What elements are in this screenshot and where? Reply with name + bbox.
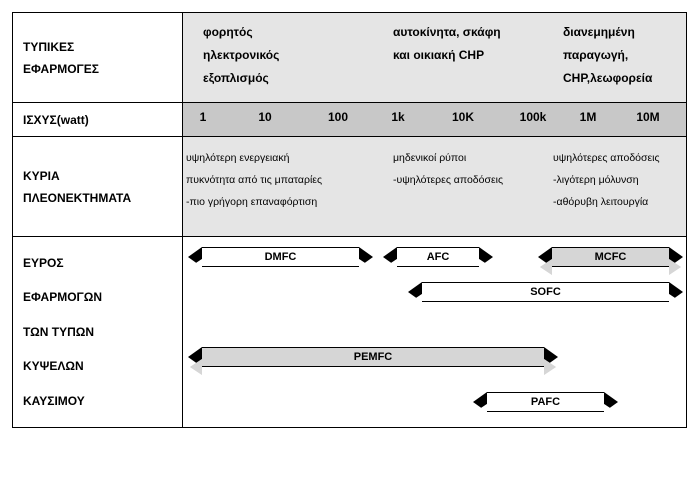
label-text: ΤΩΝ ΤΥΠΩΝ [23, 319, 172, 345]
application-column: φορητόςηλεκτρονικόςεξοπλισμός [203, 21, 279, 89]
label-ranges: ΕΥΡΟΣ ΕΦΑΡΜΟΓΩΝ ΤΩΝ ΤΥΠΩΝ ΚΥΨΕΛΩΝ ΚΑΥΣΙΜ… [13, 237, 183, 427]
applications-content: φορητόςηλεκτρονικόςεξοπλισμός αυτοκίνητα,… [183, 13, 686, 102]
label-power: ΙΣΧΥΣ(watt) [13, 103, 183, 136]
range-bar-label: PEMFC [202, 347, 544, 367]
arrow-left-icon [408, 282, 422, 302]
row-applications: ΤΥΠΙΚΕΣ ΕΦΑΡΜΟΓΕΣ φορητόςηλεκτρονικόςεξο… [13, 13, 686, 103]
label-text: ΕΦΑΡΜΟΓΕΣ [23, 62, 172, 76]
label-applications: ΤΥΠΙΚΕΣ ΕΦΑΡΜΟΓΕΣ [13, 13, 183, 102]
range-bar-pemfc: PEMFC [188, 347, 558, 367]
application-text: CHP,λεωφορεία [563, 67, 652, 90]
application-column: αυτοκίνητα, σκάφηκαι οικιακή CHP [393, 21, 501, 67]
arrow-right-icon [479, 247, 493, 267]
fuel-cell-comparison-table: ΤΥΠΙΚΕΣ ΕΦΑΡΜΟΓΕΣ φορητόςηλεκτρονικόςεξο… [12, 12, 687, 428]
advantage-text: υψηλότερες αποδόσεις [553, 147, 660, 169]
arrow-left-icon [473, 392, 487, 412]
ranges-content: DMFC AFC MCFC SOFC PEMFC PAFC [183, 237, 686, 427]
label-text: ΚΥΡΙΑ [23, 169, 172, 183]
range-bar-label: DMFC [202, 247, 359, 267]
advantage-column: μηδενικοί ρύποι-υψηλότερες αποδόσεις [393, 147, 503, 191]
range-bar-label: AFC [397, 247, 479, 267]
application-text: ηλεκτρονικός [203, 44, 279, 67]
label-text: ΠΛΕΟΝΕΚΤΗΜΑΤΑ [23, 191, 172, 205]
label-text: ΤΥΠΙΚΕΣ [23, 40, 172, 54]
range-bar-afc: AFC [383, 247, 493, 267]
advantage-text: -λιγότερη μόλυνση [553, 169, 660, 191]
label-text: ΚΑΥΣΙΜΟΥ [23, 388, 172, 414]
advantage-text: -υψηλότερες αποδόσεις [393, 169, 503, 191]
application-text: εξοπλισμός [203, 67, 279, 90]
row-ranges: ΕΥΡΟΣ ΕΦΑΡΜΟΓΩΝ ΤΩΝ ΤΥΠΩΝ ΚΥΨΕΛΩΝ ΚΑΥΣΙΜ… [13, 237, 686, 427]
arrow-right-icon [544, 347, 558, 367]
power-tick: 100k [520, 110, 547, 124]
label-text: ΚΥΨΕΛΩΝ [23, 353, 172, 379]
advantage-text: μηδενικοί ρύποι [393, 147, 503, 169]
application-text: διανεμημένη [563, 21, 652, 44]
arrow-right-icon [359, 247, 373, 267]
arrow-left-icon [188, 347, 202, 367]
label-text: ΙΣΧΥΣ(watt) [23, 113, 172, 127]
row-advantages: ΚΥΡΙΑ ΠΛΕΟΝΕΚΤΗΜΑΤΑ υψηλότερη ενεργειακή… [13, 137, 686, 237]
arrow-left-icon [188, 247, 202, 267]
range-bar-dmfc: DMFC [188, 247, 373, 267]
label-advantages: ΚΥΡΙΑ ΠΛΕΟΝΕΚΤΗΜΑΤΑ [13, 137, 183, 236]
power-tick: 10 [258, 110, 271, 124]
advantage-text: υψηλότερη ενεργειακή [186, 147, 322, 169]
power-tick: 100 [328, 110, 348, 124]
arrow-right-icon [669, 282, 683, 302]
power-tick: 10M [636, 110, 659, 124]
range-bar-sofc: SOFC [408, 282, 683, 302]
arrow-left-icon [383, 247, 397, 267]
range-bar-label: PAFC [487, 392, 604, 412]
application-text: και οικιακή CHP [393, 44, 501, 67]
advantages-content: υψηλότερη ενεργειακήπυκνότητα από τις μπ… [183, 137, 686, 236]
range-bar-label: SOFC [422, 282, 669, 302]
power-tick: 10K [452, 110, 474, 124]
application-column: διανεμημένηπαραγωγή,CHP,λεωφορεία [563, 21, 652, 89]
row-power: ΙΣΧΥΣ(watt) 1 10 100 1k 10K 100k 1M 10M [13, 103, 686, 137]
range-bar-pafc: PAFC [473, 392, 618, 412]
advantage-text: -αθόρυβη λειτουργία [553, 191, 660, 213]
application-text: αυτοκίνητα, σκάφη [393, 21, 501, 44]
arrow-right-icon [669, 247, 683, 267]
advantage-text: -πιο γρήγορη επαναφόρτιση [186, 191, 322, 213]
label-text: ΕΥΡΟΣ [23, 250, 172, 276]
application-text: φορητός [203, 21, 279, 44]
application-text: παραγωγή, [563, 44, 652, 67]
arrow-right-icon [604, 392, 618, 412]
power-content: 1 10 100 1k 10K 100k 1M 10M [183, 103, 686, 136]
advantage-column: υψηλότερες αποδόσεις-λιγότερη μόλυνση-αθ… [553, 147, 660, 213]
power-tick: 1k [391, 110, 404, 124]
range-bar-mcfc: MCFC [538, 247, 683, 267]
range-bar-label: MCFC [552, 247, 669, 267]
advantage-text: πυκνότητα από τις μπαταρίες [186, 169, 322, 191]
power-tick: 1 [200, 110, 207, 124]
advantage-column: υψηλότερη ενεργειακήπυκνότητα από τις μπ… [186, 147, 322, 213]
arrow-left-icon [538, 247, 552, 267]
label-text: ΕΦΑΡΜΟΓΩΝ [23, 284, 172, 310]
power-tick: 1M [580, 110, 597, 124]
